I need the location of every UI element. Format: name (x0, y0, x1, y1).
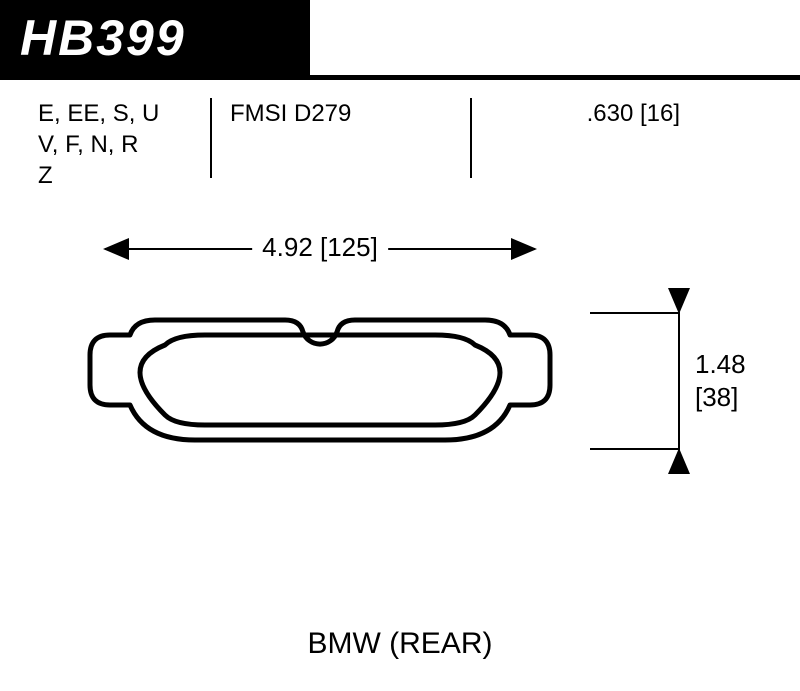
width-dimension: 4.92 [125] (105, 230, 535, 270)
height-label: 1.48 [38] (695, 348, 746, 413)
height-value-mm: [38] (695, 381, 746, 414)
height-dimension: 1.48 [38] (590, 290, 760, 475)
spec-row: E, EE, S, U V, F, N, R Z FMSI D279 .630 … (20, 98, 780, 178)
ext-line (590, 312, 680, 314)
part-number: HB399 (20, 9, 186, 67)
pad-outer-path (90, 320, 550, 440)
footer-label: BMW (REAR) (0, 627, 800, 661)
arrow-left-icon (103, 238, 129, 260)
dim-line (678, 312, 680, 450)
fmsi-value: FMSI D279 (230, 98, 452, 129)
header-bar: HB399 (0, 0, 310, 75)
arrow-down-icon (668, 288, 690, 314)
compounds-line: Z (38, 160, 192, 191)
header-underline (0, 75, 800, 80)
compounds-column: E, EE, S, U V, F, N, R Z (20, 98, 210, 178)
ext-line (590, 448, 680, 450)
height-value-in: 1.48 (695, 348, 746, 381)
diagram-area: 4.92 [125] 1.48 [38] (0, 210, 800, 630)
compounds-line: E, EE, S, U (38, 98, 192, 129)
arrow-right-icon (511, 238, 537, 260)
thickness-value: .630 [16] (490, 98, 680, 129)
arrow-up-icon (668, 448, 690, 474)
width-label: 4.92 [125] (252, 232, 388, 263)
fmsi-column: FMSI D279 (210, 98, 470, 178)
thickness-column: .630 [16] (470, 98, 780, 178)
brake-pad-outline (75, 300, 565, 460)
compounds-line: V, F, N, R (38, 129, 192, 160)
